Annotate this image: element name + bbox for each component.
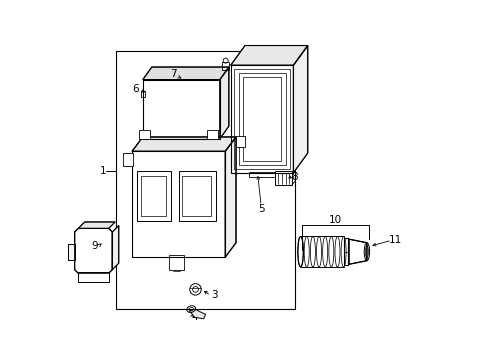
Bar	[231, 65, 294, 173]
Bar	[275, 171, 292, 185]
Polygon shape	[74, 228, 112, 273]
Text: 8: 8	[291, 172, 298, 182]
Bar	[139, 130, 150, 139]
Bar	[236, 136, 245, 147]
Polygon shape	[132, 137, 236, 151]
Bar	[170, 255, 184, 270]
Polygon shape	[143, 80, 220, 139]
Bar	[182, 176, 211, 216]
Bar	[239, 73, 286, 165]
Bar	[132, 151, 225, 257]
Bar	[249, 172, 274, 177]
Polygon shape	[231, 45, 308, 65]
Polygon shape	[349, 239, 367, 264]
Bar	[123, 153, 133, 166]
Bar	[207, 130, 218, 139]
Text: 2: 2	[150, 191, 157, 201]
Text: 9: 9	[92, 241, 98, 251]
Bar	[78, 272, 109, 282]
Bar	[143, 80, 220, 139]
Polygon shape	[112, 226, 119, 270]
Bar	[243, 77, 281, 161]
Bar	[68, 244, 75, 260]
Polygon shape	[78, 222, 115, 228]
Polygon shape	[132, 151, 225, 257]
Polygon shape	[225, 137, 236, 257]
Text: 3: 3	[211, 291, 218, 301]
Text: 4: 4	[192, 312, 198, 322]
Bar	[179, 171, 216, 221]
Bar	[234, 69, 290, 169]
Text: 1: 1	[100, 166, 107, 176]
Polygon shape	[143, 67, 229, 80]
Bar	[222, 62, 229, 69]
Text: 10: 10	[329, 215, 342, 225]
Polygon shape	[231, 65, 294, 173]
Text: 7: 7	[170, 69, 176, 79]
Text: 11: 11	[389, 235, 402, 245]
Bar	[343, 238, 348, 265]
Polygon shape	[190, 309, 205, 319]
Polygon shape	[294, 45, 308, 173]
Text: 5: 5	[258, 204, 265, 214]
Bar	[78, 272, 109, 282]
Text: 6: 6	[132, 84, 139, 94]
Bar	[116, 51, 295, 309]
Polygon shape	[220, 67, 229, 139]
Bar	[68, 244, 75, 260]
Bar	[137, 171, 172, 221]
Bar	[141, 176, 166, 216]
Bar	[141, 91, 146, 97]
